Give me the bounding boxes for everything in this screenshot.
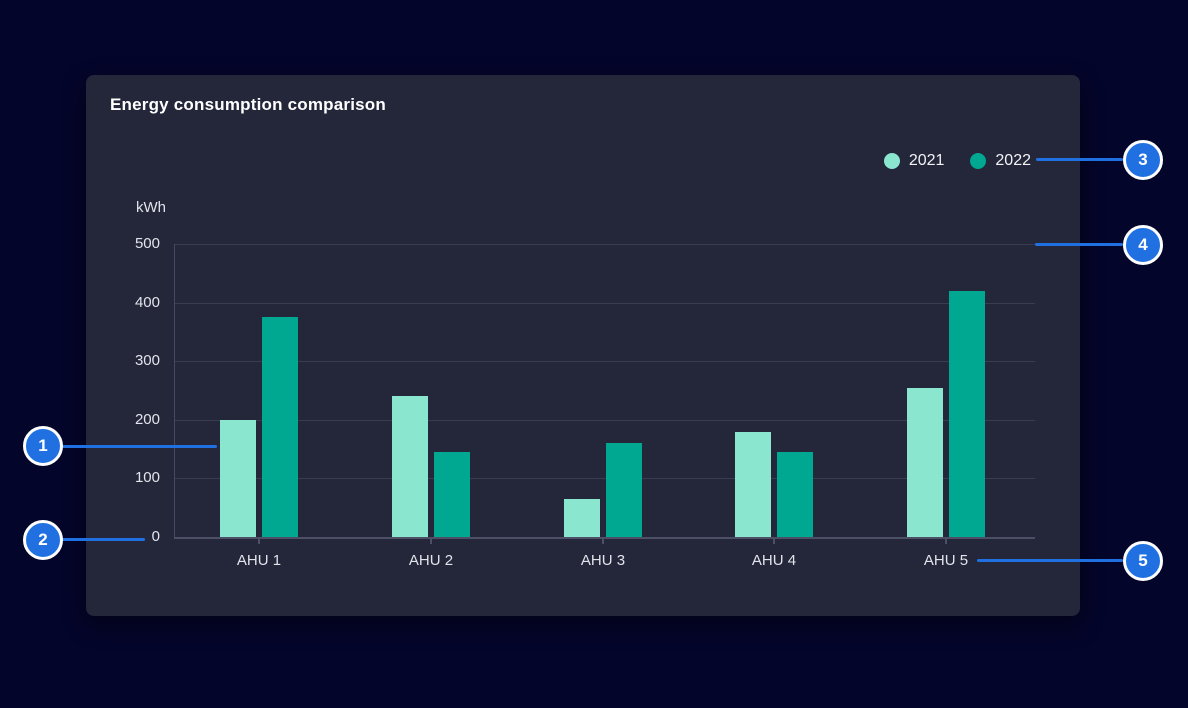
callout-line-3 <box>1036 158 1123 161</box>
legend-dot-2022-icon <box>970 153 987 169</box>
callout-badge-2: 2 <box>23 520 63 560</box>
x-tick-label-4: AHU 4 <box>751 552 797 569</box>
x-tick-label-2: AHU 2 <box>408 552 454 569</box>
legend-item-2021[interactable]: 2021 <box>883 152 945 170</box>
bar-2022-ahu2 <box>434 452 470 537</box>
y-tick-label-0: 0 <box>151 528 160 545</box>
legend-dot-2021-icon <box>883 153 900 169</box>
callout-line-4 <box>1035 243 1123 246</box>
x-tick-label-3: AHU 3 <box>580 552 626 569</box>
callout-badge-4-number: 4 <box>1138 235 1148 254</box>
x-axis-tick-3 <box>602 539 604 544</box>
y-tick-label-400: 400 <box>134 294 160 311</box>
callout-badge-1-number: 1 <box>38 436 48 455</box>
callout-badge-3-number: 3 <box>1138 150 1148 169</box>
callout-badge-5-number: 5 <box>1138 551 1148 570</box>
bar-2021-ahu5 <box>907 388 943 537</box>
y-axis-unit-label: kWh <box>136 199 166 216</box>
y-tick-label-200: 200 <box>134 411 160 428</box>
chart-legend: 2021 2022 <box>883 151 1031 171</box>
x-axis-tick-1 <box>258 539 260 544</box>
bar-2021-ahu2 <box>392 396 428 537</box>
chart-card: Energy consumption comparison 2021 2022 … <box>86 75 1080 616</box>
callout-line-5 <box>977 559 1123 562</box>
y-tick-label-100: 100 <box>134 469 160 486</box>
bar-2021-ahu3 <box>564 499 600 537</box>
x-axis-tick-5 <box>945 539 947 544</box>
x-axis-tick-2 <box>430 539 432 544</box>
callout-badge-5: 5 <box>1123 541 1163 581</box>
gridline-100 <box>175 478 1035 479</box>
callout-badge-2-number: 2 <box>38 530 48 549</box>
y-axis-line <box>174 244 175 537</box>
gridline-500 <box>175 244 1035 245</box>
bar-2021-ahu1 <box>220 420 256 537</box>
bar-2022-ahu3 <box>606 443 642 537</box>
callout-line-2 <box>60 538 145 541</box>
gridline-300 <box>175 361 1035 362</box>
y-tick-label-300: 300 <box>134 352 160 369</box>
legend-label-2022: 2022 <box>995 152 1031 169</box>
callout-badge-3: 3 <box>1123 140 1163 180</box>
x-axis-tick-4 <box>773 539 775 544</box>
gridline-400 <box>175 303 1035 304</box>
bar-2021-ahu4 <box>735 432 771 537</box>
chart-title: Energy consumption comparison <box>110 95 386 114</box>
legend-item-2022[interactable]: 2022 <box>970 152 1031 170</box>
callout-badge-1: 1 <box>23 426 63 466</box>
callout-line-1 <box>60 445 217 448</box>
bar-2022-ahu5 <box>949 291 985 537</box>
x-tick-label-1: AHU 1 <box>236 552 282 569</box>
gridline-200 <box>175 420 1035 421</box>
bar-2022-ahu4 <box>777 452 813 537</box>
callout-badge-4: 4 <box>1123 225 1163 265</box>
y-tick-label-500: 500 <box>134 235 160 252</box>
bar-2022-ahu1 <box>262 317 298 537</box>
x-axis-line <box>174 537 1035 539</box>
legend-label-2021: 2021 <box>908 152 945 169</box>
